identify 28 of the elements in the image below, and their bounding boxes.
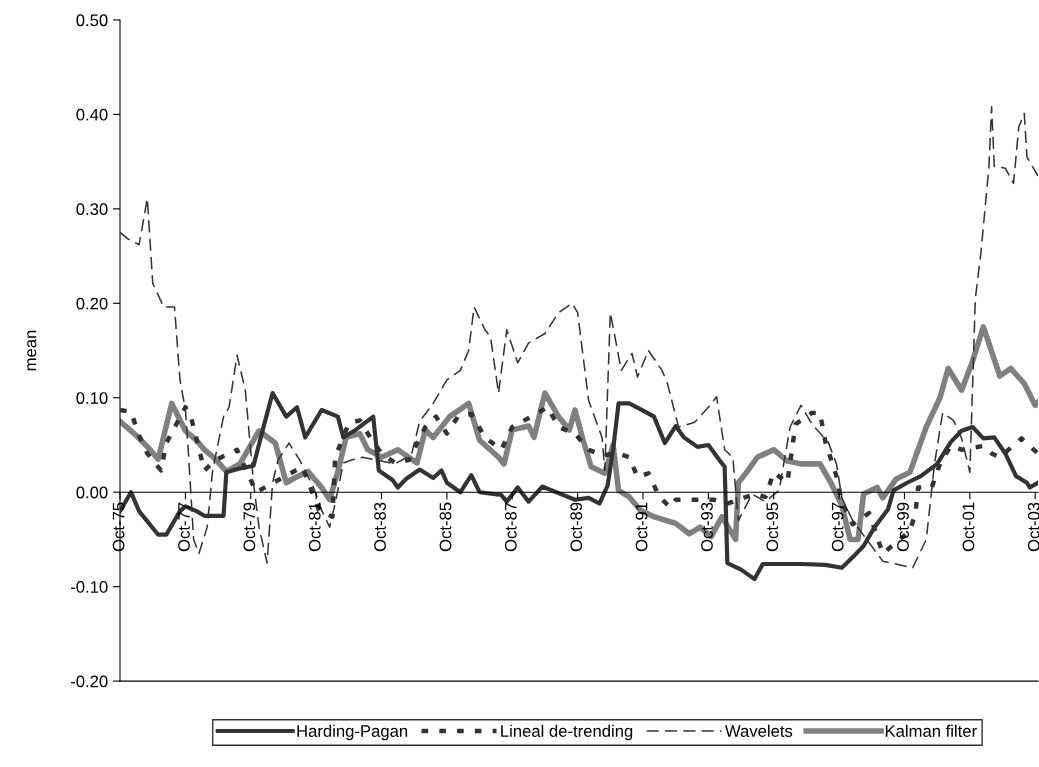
x-tick-label: Oct-89: [570, 502, 583, 552]
x-tick-label: Oct-97: [831, 502, 844, 552]
x-tick-label: Oct-91: [635, 502, 648, 552]
x-tick-label: Oct-03: [1027, 502, 1039, 552]
y-tick-label: -0.10: [70, 581, 108, 593]
legend-label: Wavelets: [724, 724, 793, 737]
x-tick-label: Oct-87: [504, 502, 517, 552]
legend-label: Harding-Pagan: [297, 724, 408, 741]
y-tick-label: -0.20: [70, 675, 108, 688]
legend-label: Kalman filter: [885, 724, 977, 737]
x-tick-label: Oct-81: [308, 502, 321, 552]
x-tick-label: Oct-79: [243, 502, 256, 552]
x-tick-label: Oct-83: [374, 502, 386, 552]
x-tick-label: Oct-99: [897, 502, 909, 552]
x-tick-label: Oct-77: [178, 502, 190, 552]
y-tick-label: 0.50: [76, 14, 108, 27]
x-tick-label: Oct-85: [439, 502, 452, 552]
x-tick-label: Oct-01: [962, 502, 975, 552]
y-axis-title: mean: [27, 330, 37, 371]
y-tick-label: 0.00: [76, 486, 108, 499]
x-tick-label: Oct-93: [701, 502, 713, 552]
y-tick-label: 0.10: [76, 392, 108, 404]
y-tick-label: 0.30: [76, 203, 108, 216]
legend-label: Lineal de-trending: [501, 724, 633, 741]
y-tick-label: 0.20: [76, 297, 108, 310]
x-tick-label: Oct-75: [112, 502, 125, 552]
y-tick-label: 0.40: [76, 108, 108, 121]
x-tick-label: Oct-95: [766, 502, 779, 552]
